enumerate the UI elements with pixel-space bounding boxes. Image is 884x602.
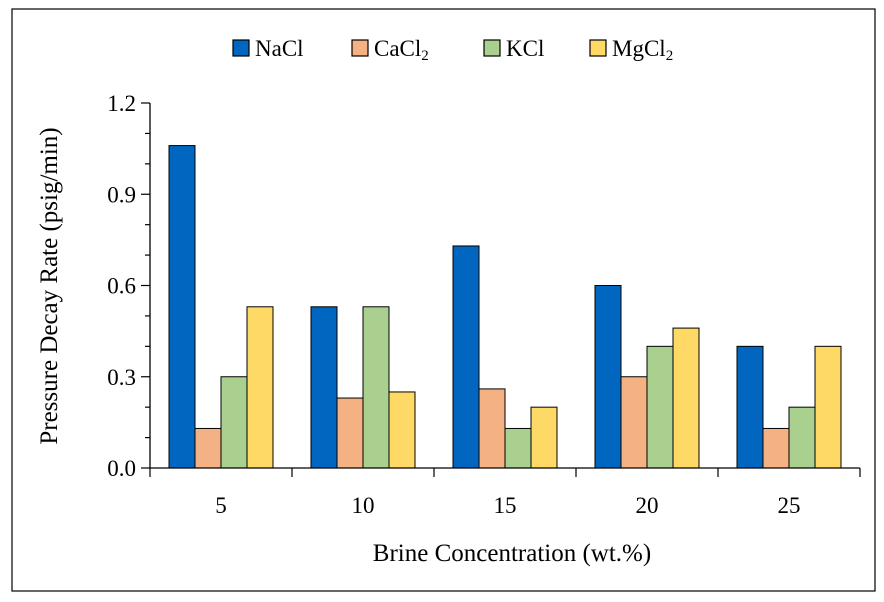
bar-kcl-10 <box>362 306 390 469</box>
bar-cacl2-15 <box>478 388 506 469</box>
chart-border <box>11 8 876 592</box>
legend-swatch-mgcl2 <box>589 39 607 57</box>
bar-nacl-25 <box>736 345 764 469</box>
bar-mgcl2-5 <box>246 306 274 469</box>
y-tick-label: 0.3 <box>107 365 136 390</box>
legend-label: KCl <box>506 36 544 61</box>
bar-kcl-20 <box>646 345 674 469</box>
bar-kcl-5 <box>220 376 248 469</box>
y-tick-label: 0.6 <box>107 274 136 299</box>
bar-cacl2-25 <box>762 427 790 469</box>
legend-label: CaCl2 <box>374 36 429 64</box>
legend-label: MgCl2 <box>612 36 673 64</box>
y-tick-label: 1.2 <box>107 91 136 116</box>
legend-swatch-cacl2 <box>351 39 369 57</box>
y-axis-title: Pressure Decay Rate (psig/min) <box>36 127 63 444</box>
bar-mgcl2-25 <box>814 345 842 469</box>
y-tick-label: 0.0 <box>107 456 136 481</box>
x-tick-label: 10 <box>352 493 375 518</box>
legend-swatch-kcl <box>483 39 501 57</box>
legend: NaCl CaCl2 KCl MgCl2 <box>232 36 673 64</box>
axes-group: 0.0 0.3 0.6 0.9 1.2 5 10 15 20 25 <box>107 91 861 518</box>
bar-cacl2-10 <box>336 397 364 469</box>
bar-mgcl2-20 <box>672 327 700 469</box>
bar-nacl-20 <box>594 285 622 469</box>
bar-nacl-15 <box>452 245 480 469</box>
bar-nacl-10 <box>310 306 338 469</box>
bars-group <box>168 145 842 469</box>
x-tick-label: 5 <box>215 493 227 518</box>
x-tick-label: 25 <box>778 493 801 518</box>
bar-mgcl2-15 <box>530 406 558 469</box>
bar-cacl2-20 <box>620 376 648 469</box>
x-axis-title: Brine Concentration (wt.%) <box>373 540 651 567</box>
legend-swatch-nacl <box>232 39 250 57</box>
x-tick-label: 15 <box>494 493 517 518</box>
x-tick-label: 20 <box>636 493 659 518</box>
y-tick-label: 0.9 <box>107 182 136 207</box>
bar-mgcl2-10 <box>388 391 416 469</box>
bar-nacl-5 <box>168 145 196 469</box>
bar-cacl2-5 <box>194 427 222 469</box>
bar-kcl-15 <box>504 427 532 469</box>
legend-label: NaCl <box>255 36 304 61</box>
bar-kcl-25 <box>788 406 816 469</box>
